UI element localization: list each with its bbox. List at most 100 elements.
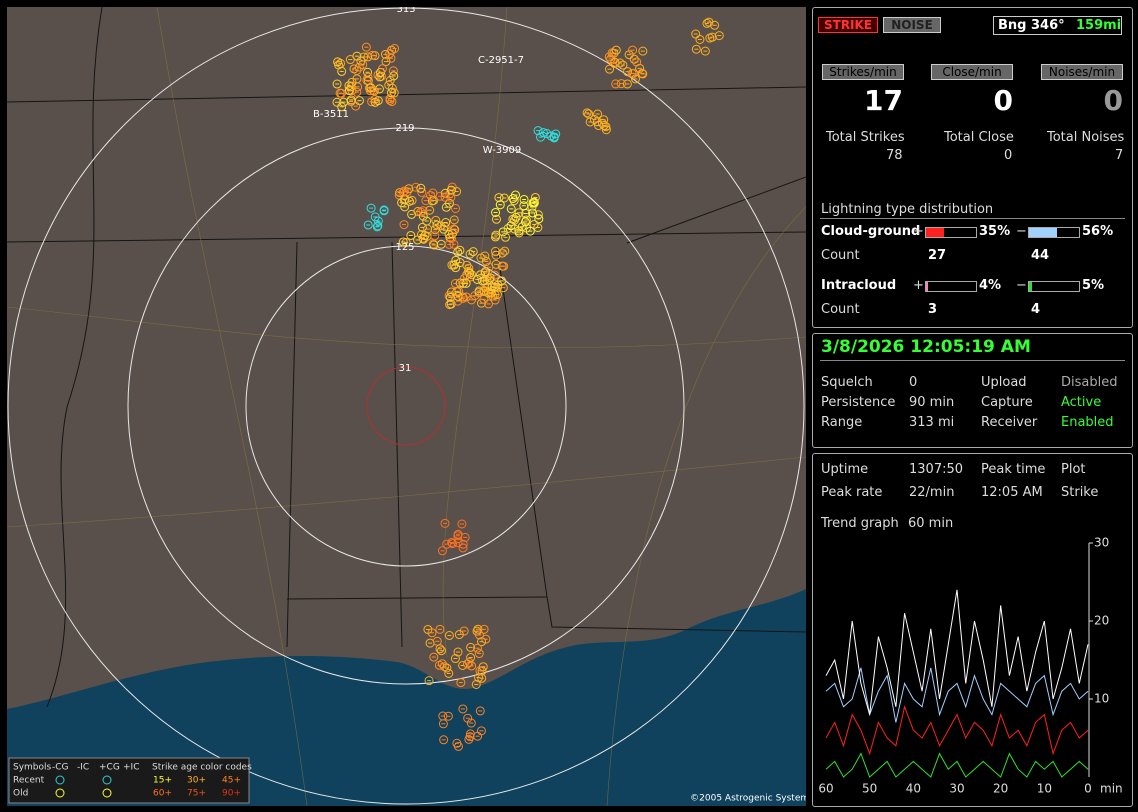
- strike-symbol: [445, 292, 455, 302]
- strike-symbol: [481, 256, 491, 266]
- strike-button[interactable]: STRIKE: [818, 17, 878, 33]
- strike-symbol: [542, 129, 552, 139]
- strike-symbol: [533, 126, 543, 136]
- strike-symbol: [530, 192, 540, 202]
- strike-symbol: [491, 214, 501, 224]
- strike-symbol: [474, 673, 484, 683]
- strike-symbol: [601, 125, 611, 135]
- road: [606, 206, 806, 806]
- stats-text: Peak rate: [821, 485, 883, 500]
- legend-age: 75+: [187, 789, 206, 799]
- state-line: [286, 241, 298, 648]
- strike-symbol: [473, 624, 483, 634]
- strike-symbol: [404, 184, 414, 194]
- rate-value: 0: [1103, 84, 1123, 117]
- range-rings: [7, 7, 805, 805]
- strike-symbol: [465, 249, 475, 259]
- strike-symbol: [490, 295, 500, 305]
- strike-symbol: [491, 250, 501, 260]
- strike-symbol: [525, 226, 535, 236]
- status-panel: [812, 333, 1133, 448]
- legend-column: +IC: [123, 763, 139, 773]
- strike-symbol: [465, 268, 475, 278]
- bearing-box: [993, 16, 1122, 35]
- strike-symbol: [453, 647, 463, 657]
- strike-symbol: [431, 215, 441, 225]
- count-value: 27: [928, 248, 947, 263]
- strike-symbol: [337, 88, 347, 98]
- sign: +: [913, 224, 924, 239]
- strike-symbol: [454, 630, 464, 640]
- status-text: 0: [909, 375, 918, 390]
- count-value: 44: [1031, 248, 1050, 263]
- strike-symbol: [474, 630, 484, 640]
- type-label: Intracloud: [821, 278, 897, 293]
- strike-symbol: [464, 263, 474, 273]
- sign: −: [1016, 278, 1027, 293]
- strike-symbol: [589, 114, 599, 124]
- strike-symbol: [549, 133, 559, 143]
- strike-symbol: [463, 266, 473, 276]
- strike-symbol: [368, 85, 378, 95]
- strike-symbol: [435, 624, 445, 634]
- state-line: [626, 176, 806, 244]
- strike-symbol: [436, 646, 446, 656]
- strike-symbol: [466, 653, 476, 663]
- strike-symbol: [349, 64, 359, 74]
- strike-symbol: [453, 531, 463, 541]
- strike-symbol: [421, 196, 431, 206]
- status-text: 313 mi: [909, 415, 955, 430]
- total-label: Total Noises: [1047, 130, 1125, 145]
- strike-symbol: [472, 274, 482, 284]
- percent-bar: [926, 282, 928, 291]
- strike-symbol: [601, 122, 611, 132]
- percent-bar: [1029, 228, 1057, 237]
- strike-symbol: [491, 207, 501, 217]
- strike-symbol: [339, 97, 349, 107]
- strike-symbol: [416, 207, 426, 217]
- status-text: Receiver: [981, 415, 1038, 430]
- percent-bar: [926, 228, 944, 237]
- legend-symbol: [102, 788, 112, 798]
- strike-symbol: [423, 224, 433, 234]
- strike-symbol: [638, 46, 648, 56]
- strike-symbol: [374, 84, 384, 94]
- divider: [820, 218, 1125, 219]
- strike-symbol: [450, 654, 460, 664]
- strike-symbol: [435, 191, 445, 201]
- road: [7, 456, 806, 528]
- strike-symbol: [418, 206, 428, 216]
- stats-text: Uptime: [821, 462, 869, 477]
- strike-symbol: [416, 183, 426, 193]
- range-label: 219: [395, 123, 414, 134]
- legend-column: -CG: [52, 763, 69, 773]
- strike-symbol: [458, 704, 468, 714]
- strike-symbol: [490, 270, 500, 280]
- legend-symbol: [55, 775, 65, 785]
- strike-symbol: [332, 79, 342, 89]
- x-tick-label: 50: [862, 782, 877, 796]
- strike-symbol: [406, 230, 416, 240]
- state-line: [7, 231, 806, 243]
- trend-line: [825, 705, 1089, 756]
- strike-symbol: [440, 192, 450, 202]
- strike-symbol: [459, 273, 469, 283]
- status-text: Persistence: [821, 395, 896, 410]
- strike-symbol: [390, 44, 400, 54]
- strike-symbol: [705, 33, 715, 43]
- strike-symbol: [500, 246, 510, 256]
- count-label: Count: [821, 248, 860, 263]
- status-text: Squelch: [821, 375, 873, 390]
- strike-symbol: [442, 539, 452, 549]
- noise-button[interactable]: NOISE: [883, 17, 941, 33]
- trend-label: Trend graph: [821, 516, 899, 531]
- percent-label: 56%: [1082, 224, 1114, 239]
- status-text: 90 min: [909, 395, 955, 410]
- strike-symbol: [427, 628, 437, 638]
- strike-symbol: [508, 193, 518, 203]
- strike-symbol: [385, 94, 395, 104]
- strike-symbol: [379, 205, 389, 215]
- status-text: Upload: [981, 375, 1027, 390]
- status-text: Active: [1061, 395, 1102, 410]
